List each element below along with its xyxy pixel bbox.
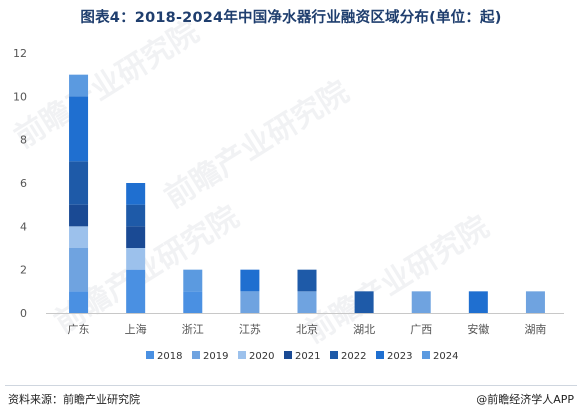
bar-segment [468,291,488,313]
bar-segment [354,291,374,313]
bar-segment [240,269,260,292]
bar-segment [525,291,545,313]
legend-swatch [192,351,200,359]
x-tick-label: 江苏 [239,323,261,336]
x-tick-label: 浙江 [182,323,204,336]
legend-label: 2021 [295,351,320,362]
bar-segment [69,74,89,97]
bar-segment [126,226,146,248]
bar-segment [126,204,146,227]
y-tick-label: 10 [13,90,27,103]
y-tick-label: 4 [20,220,27,233]
bar-segment [69,96,89,162]
legend-label: 2018 [157,351,182,362]
y-tick-label: 12 [13,47,27,60]
bar-segment [411,291,431,313]
y-tick-label: 8 [20,134,27,147]
x-tick-label: 上海 [125,322,147,336]
bar-segment [126,248,146,270]
bar-segment [69,291,89,313]
bar-segment [69,248,89,292]
legend-swatch [422,351,430,359]
legend-label: 2024 [433,351,458,362]
x-tick-label: 北京 [296,322,318,336]
bar-segment [240,291,260,313]
legend-label: 2022 [341,351,366,362]
footer-divider [5,385,577,386]
bar-segment [183,269,203,292]
bar-segment [69,161,89,205]
bar-segment [183,291,203,313]
bar-segment [126,269,146,313]
source-note: 资料来源：前瞻产业研究院 [8,393,140,406]
legend-swatch [376,351,384,359]
x-tick-label: 广东 [68,323,90,336]
legend-swatch [146,351,154,359]
brand-credit: @前瞻经济学人APP [476,393,574,406]
x-tick-label: 广西 [410,323,432,336]
bar-segment [297,291,317,313]
legend-label: 2020 [249,351,274,362]
y-tick-label: 0 [20,307,27,320]
legend-label: 2023 [387,351,412,362]
x-tick-label: 安徽 [467,322,489,336]
y-tick-label: 6 [20,177,27,190]
bar-segment [69,226,89,248]
legend-swatch [284,351,292,359]
bar-segment [297,269,317,292]
bar-segment [126,183,146,205]
y-tick-label: 2 [20,264,27,277]
legend-swatch [330,351,338,359]
stacked-bar-chart: 0 2 4 6 8 10 12 广东 上海 浙江 江苏 北京 湖北 广西 安徽 湖南 2018 2019 2020 2… [13,47,564,362]
bar-segment [69,204,89,227]
legend-swatch [238,351,246,359]
chart-title: 图表4：2018-2024年中国净水器行业融资区域分布(单位：起) [80,10,502,26]
x-tick-label: 湖南 [524,323,546,336]
x-tick-label: 湖北 [353,323,375,336]
legend-label: 2019 [203,351,228,362]
